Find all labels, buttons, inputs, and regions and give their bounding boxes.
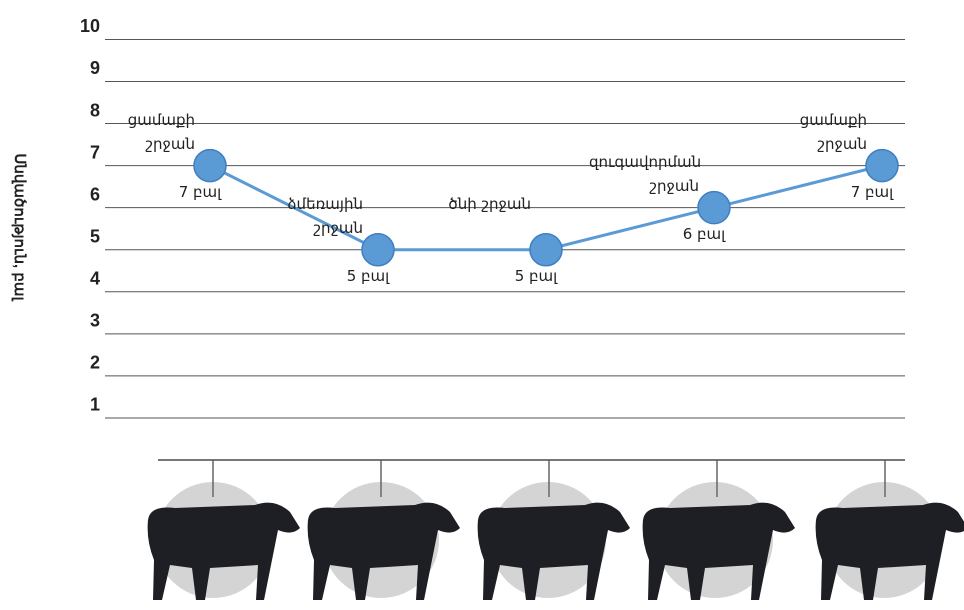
value-label: 5 բալ [496, 264, 576, 288]
data-point [866, 150, 898, 182]
data-point [698, 192, 730, 224]
cow-illustrations [148, 482, 964, 600]
data-point [194, 150, 226, 182]
y-tick-label: 2 [90, 353, 100, 373]
y-tick-label: 9 [90, 58, 100, 78]
data-point [362, 234, 394, 266]
y-tick-label: 5 [90, 226, 100, 246]
chart: 12345678910 Սնվածություն, բալ ցամաքի շրջ… [0, 0, 964, 610]
y-axis-title: Սնվածություն, բալ [11, 147, 29, 307]
category-label: ձմեռային շրջան [253, 192, 363, 240]
value-label: 7 բալ [832, 180, 912, 204]
y-tick-label: 3 [90, 311, 100, 331]
category-label: ցամաքի շրջան [757, 108, 867, 156]
category-label: ծնի շրջան [421, 192, 531, 216]
category-label: զուգավորման շրջան [589, 150, 699, 198]
value-label: 5 բալ [328, 264, 408, 288]
category-label: ցամաքի շրջան [85, 108, 195, 156]
chart-canvas: 12345678910 [0, 0, 964, 610]
y-tick-label: 6 [90, 184, 100, 204]
data-point [530, 234, 562, 266]
value-label: 6 բալ [664, 222, 744, 246]
y-tick-label: 10 [80, 16, 100, 36]
y-tick-label: 4 [90, 269, 100, 289]
value-label: 7 բալ [160, 180, 240, 204]
y-tick-label: 1 [90, 395, 100, 415]
